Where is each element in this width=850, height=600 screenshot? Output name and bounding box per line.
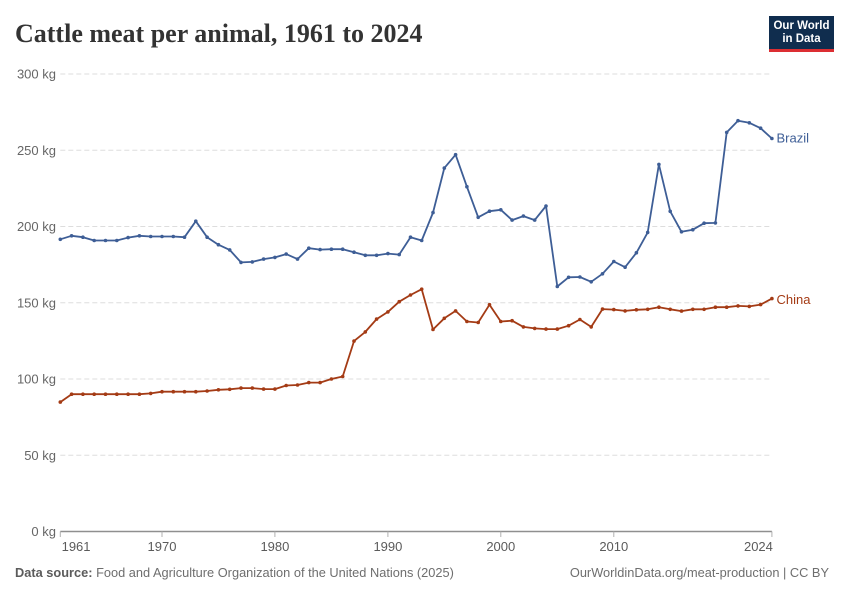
svg-text:1990: 1990 [373,539,402,554]
svg-text:150 kg: 150 kg [17,295,56,310]
svg-text:300 kg: 300 kg [17,67,56,82]
svg-text:200 kg: 200 kg [17,219,56,234]
svg-text:1970: 1970 [148,539,177,554]
svg-text:2000: 2000 [486,539,515,554]
svg-text:2024: 2024 [744,539,773,554]
svg-text:100 kg: 100 kg [17,372,56,387]
svg-text:Brazil: Brazil [777,131,810,146]
svg-text:0 kg: 0 kg [31,524,56,539]
svg-text:50 kg: 50 kg [24,448,56,463]
svg-text:2010: 2010 [599,539,628,554]
svg-text:China: China [777,292,812,307]
svg-text:1961: 1961 [62,539,91,554]
svg-text:250 kg: 250 kg [17,143,56,158]
svg-text:1980: 1980 [260,539,289,554]
